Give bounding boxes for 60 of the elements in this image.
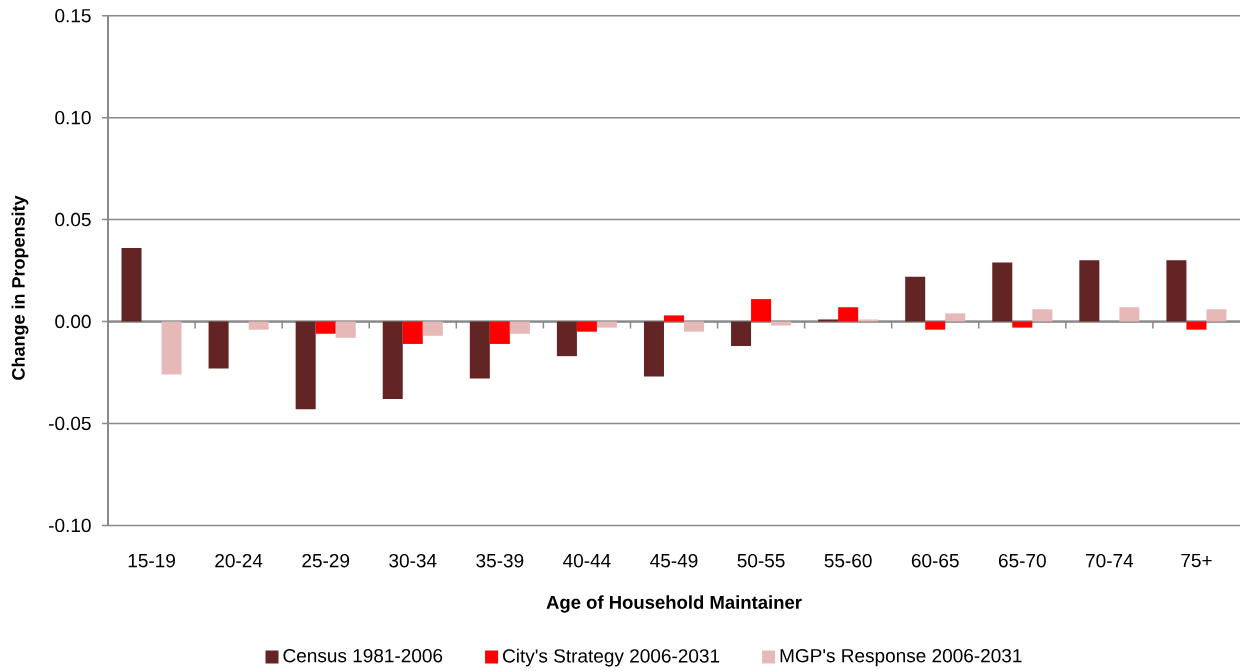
bar (992, 262, 1013, 322)
bar (1119, 307, 1140, 322)
bar (208, 321, 229, 369)
x-tick-label: 40-44 (563, 553, 611, 568)
y-axis-title: Change in Propensity (11, 195, 29, 380)
bar (751, 299, 772, 322)
bar (556, 321, 577, 357)
legend-label: MGP's Response 2006-2031 (780, 648, 1022, 667)
x-tick-label: 25-29 (302, 553, 350, 568)
bar (509, 321, 530, 334)
x-tick-label: 55-60 (824, 553, 872, 568)
x-tick-label: 60-65 (911, 553, 959, 568)
bar (1032, 309, 1053, 322)
bar (161, 321, 182, 375)
bar (596, 321, 617, 328)
bar (248, 321, 269, 330)
y-tick-label: -0.05 (49, 416, 91, 431)
bar (295, 321, 316, 410)
x-tick-label: 20-24 (215, 553, 263, 568)
x-tick-label: 75+ (1181, 553, 1212, 568)
bar (925, 321, 946, 330)
y-tick-label: 0.05 (55, 212, 91, 227)
legend-label: Census 1981-2006 (283, 648, 443, 663)
bar (945, 313, 966, 322)
bar (1012, 321, 1033, 328)
x-tick-label: 15-19 (128, 553, 175, 568)
y-tick-label: 0.00 (55, 314, 91, 329)
bar (489, 321, 510, 344)
x-tick-label: 35-39 (476, 553, 524, 568)
bar (315, 321, 336, 334)
x-tick-label: 50-55 (737, 553, 785, 568)
bar (684, 321, 705, 332)
bar (402, 321, 423, 344)
bar (905, 276, 926, 322)
bar (422, 321, 443, 336)
bar (1079, 260, 1100, 322)
y-tick-label: 0.15 (55, 8, 91, 23)
x-tick-label: 70-74 (1086, 553, 1134, 568)
bar (1206, 309, 1227, 322)
x-tick-label: 45-49 (650, 553, 698, 568)
legend-label: City's Strategy 2006-2031 (503, 648, 720, 667)
y-tick-label: 0.10 (55, 110, 91, 125)
bar (382, 321, 403, 399)
x-tick-label: 65-70 (998, 553, 1046, 568)
bar (771, 321, 792, 326)
y-tick-label: -0.10 (49, 518, 91, 533)
bar (576, 321, 597, 332)
bar (469, 321, 490, 379)
bar (643, 321, 664, 377)
bar (1166, 260, 1187, 322)
x-tick-label: 30-34 (389, 553, 437, 568)
bar (1186, 321, 1207, 330)
bar (818, 319, 839, 322)
bar (335, 321, 356, 338)
bar (731, 321, 752, 346)
bar (121, 248, 142, 322)
bar (663, 315, 685, 322)
bar (858, 319, 879, 322)
bar (838, 307, 859, 322)
x-axis-title: Age of Household Maintainer (546, 595, 802, 613)
